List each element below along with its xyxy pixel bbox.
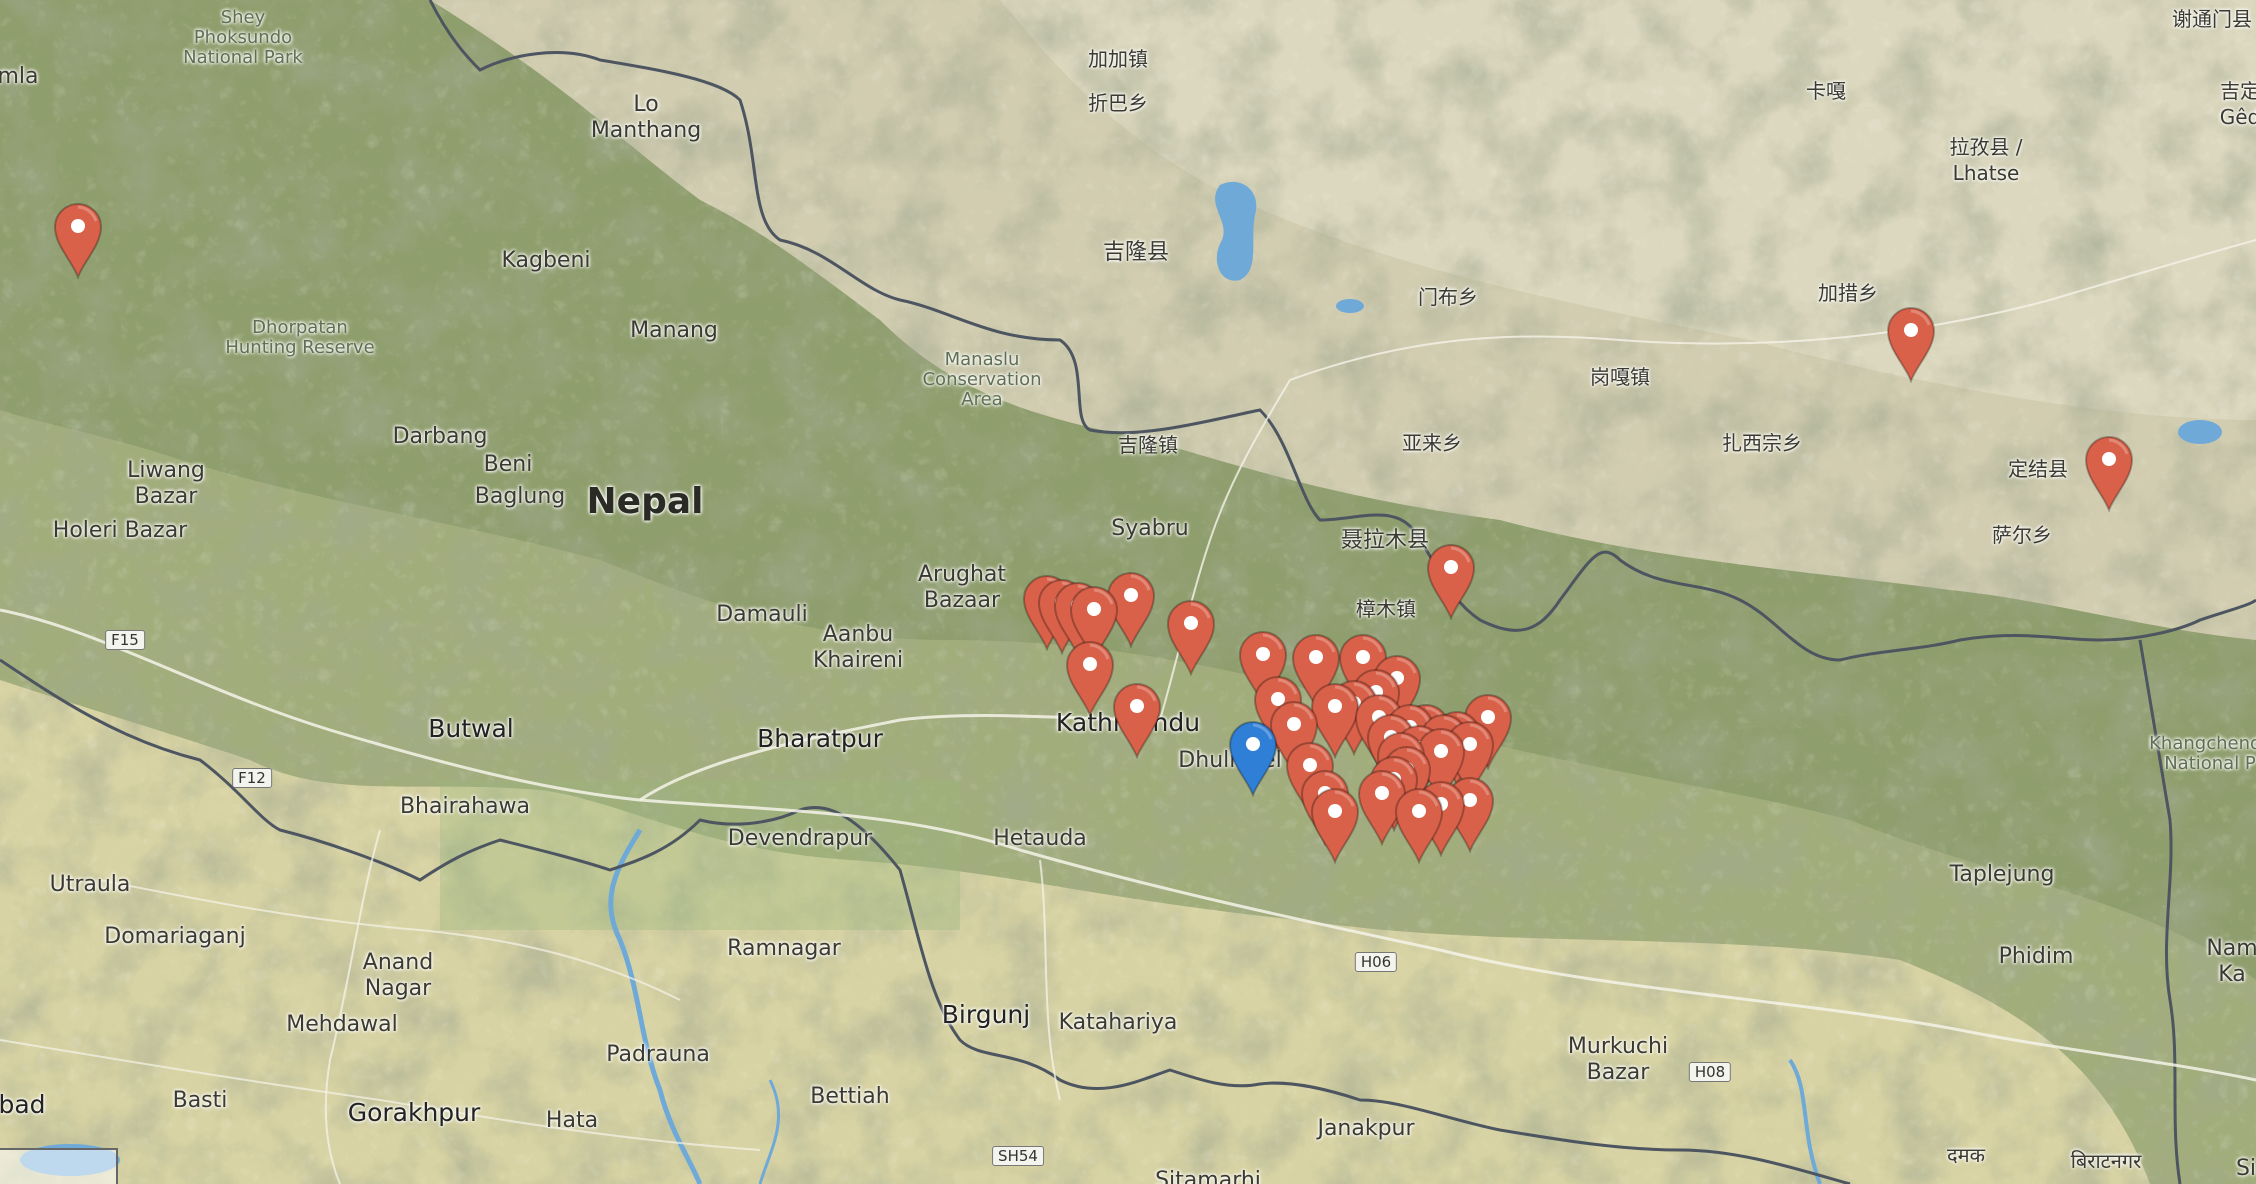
place-label-phidim: Phidim: [1998, 944, 2074, 969]
place-label-jilongzhen: 吉隆镇: [1118, 433, 1178, 457]
place-label-darbang: Darbang: [392, 424, 488, 449]
place-label-yalai: 亚来乡: [1402, 431, 1462, 455]
place-label-taplejung: Taplejung: [1949, 862, 2055, 887]
place-label-mehdawal: Mehdawal: [286, 1012, 398, 1037]
place-label-utraula: Utraula: [49, 872, 131, 897]
place-label-zhaxi: 扎西宗乡: [1722, 431, 1802, 455]
place-label-khangchendzonga: Khangchendz National P: [2149, 733, 2256, 774]
place-label-ramnagar: Ramnagar: [727, 936, 841, 961]
place-label-menbu: 门布乡: [1418, 285, 1478, 309]
place-label-gorakhpur: Gorakhpur: [347, 1098, 481, 1127]
place-label-nepal: Nepal: [586, 481, 704, 522]
place-label-kagbeni: Kagbeni: [501, 248, 591, 273]
place-label-syabru: Syabru: [1111, 516, 1189, 541]
place-label-nam: Nam Ka: [2206, 936, 2256, 987]
place-label-gangga: 岗嘎镇: [1590, 365, 1650, 389]
place-label-birgunj: Birgunj: [941, 1000, 1031, 1029]
place-label-janakpur: Janakpur: [1317, 1116, 1415, 1141]
map-marker-icon[interactable]: [1885, 305, 1937, 384]
place-label-devendrapur: Devendrapur: [727, 826, 873, 851]
place-label-baglung: Baglung: [474, 484, 566, 509]
place-label-aanbu: Aanbu Khaireni: [812, 622, 904, 673]
place-label-padrauna: Padrauna: [606, 1042, 710, 1067]
place-label-butwal: Butwal: [428, 714, 514, 743]
place-label-jumla: mla: [0, 64, 39, 89]
place-label-manang: Manang: [630, 318, 718, 343]
place-label-hetauda: Hetauda: [993, 826, 1087, 851]
map-marker-icon[interactable]: [1237, 629, 1289, 707]
place-label-jiacuo: 加措乡: [1818, 281, 1878, 305]
lake-small-2: [2178, 420, 2222, 444]
map-marker-icon[interactable]: [1290, 632, 1342, 711]
place-label-lazi: 拉孜县 / Lhatse: [1949, 135, 2023, 185]
road-shield-h06: H06: [1354, 952, 1398, 972]
scale-bar: [0, 1148, 118, 1184]
map-marker-icon[interactable]: [2083, 434, 2135, 512]
place-label-zheba: 折巴乡: [1088, 91, 1148, 115]
place-label-jilong: 吉隆县: [1102, 240, 1170, 265]
place-label-liwang: Liwang Bazar: [127, 458, 205, 509]
road-north: [1159, 379, 1291, 721]
map-marker-icon[interactable]: [1415, 726, 1467, 805]
place-label-biratnagar: बिराटनगर: [2070, 1149, 2142, 1173]
place-label-murkuchi: Murkuchi Bazar: [1567, 1034, 1669, 1085]
place-label-damak: दमक: [1947, 1143, 1985, 1167]
place-label-saer: 萨尔乡: [1992, 523, 2052, 547]
place-label-xietongmen: 谢通门县: [2172, 7, 2252, 31]
place-label-zhangmu: 樟木镇: [1356, 597, 1416, 621]
place-label-beni: Beni: [483, 452, 533, 477]
place-label-damauli: Damauli: [716, 602, 808, 627]
place-label-si: Si: [2235, 1156, 2256, 1181]
border-nepal-china: [428, 0, 2256, 662]
place-label-sitamarhi: Sitamarhi: [1155, 1168, 1261, 1184]
place-label-bad: bad: [0, 1090, 46, 1119]
place-label-holeri: Holeri Bazar: [52, 518, 188, 543]
place-label-bharatpur: Bharatpur: [757, 724, 883, 753]
road-shield-f12: F12: [232, 768, 272, 788]
place-label-lo: Lo Manthang: [590, 92, 702, 143]
place-label-shey: Shey Phoksundo National Park: [183, 7, 303, 68]
map-marker-icon[interactable]: [1425, 542, 1477, 620]
road-prithvi: [639, 714, 1161, 802]
map-marker-icon[interactable]: [1064, 639, 1116, 718]
border-nepal-india: [0, 658, 1851, 1184]
map-marker-icon[interactable]: [1337, 632, 1389, 711]
map-marker-icon[interactable]: [52, 201, 104, 279]
place-label-hata: Hata: [545, 1108, 599, 1133]
place-label-bhairahawa: Bhairahawa: [399, 794, 531, 819]
map-marker-icon[interactable]: [1393, 786, 1445, 864]
place-label-manaslu: Manaslu Conservation Area: [922, 349, 1042, 410]
map-marker-icon[interactable]: [1111, 681, 1163, 760]
river-kosi: [1788, 1058, 1822, 1184]
road-east-west: [0, 608, 2256, 1082]
place-label-bettiah: Bettiah: [810, 1084, 890, 1109]
place-label-dingjie: 定结县: [2008, 457, 2068, 481]
road-shield-sh54: SH54: [992, 1146, 1044, 1166]
map-marker-icon[interactable]: [1068, 584, 1120, 662]
road-tibet: [1289, 239, 2256, 381]
map-marker-icon[interactable]: [1227, 719, 1279, 798]
road-shield-h08: H08: [1688, 1062, 1732, 1082]
map-marker-icon[interactable]: [1165, 598, 1217, 676]
place-label-arughat: Arughat Bazaar: [917, 562, 1007, 613]
place-label-domariaganj: Domariaganj: [104, 924, 246, 949]
lake-small-1: [1336, 299, 1364, 313]
place-label-nielamu: 聂拉木县: [1340, 528, 1430, 553]
place-label-jiajia: 加加镇: [1088, 47, 1148, 71]
place-label-anand: Anand Nagar: [362, 950, 434, 1001]
place-label-basti: Basti: [172, 1088, 228, 1113]
place-label-dhorpatan: Dhorpatan Hunting Reserve: [225, 317, 375, 358]
border-nepal-sikkim: [2138, 639, 2182, 1184]
lake-paiku: [1215, 181, 1257, 281]
place-label-kaga: 卡嘎: [1806, 79, 1846, 103]
place-label-jiding: 吉定 Gêd: [2219, 79, 2256, 129]
map-marker-icon[interactable]: [1309, 786, 1361, 864]
place-label-katahariya: Katahariya: [1058, 1010, 1178, 1035]
road-shield-f15: F15: [105, 630, 145, 650]
river-narayani: [608, 828, 703, 1184]
